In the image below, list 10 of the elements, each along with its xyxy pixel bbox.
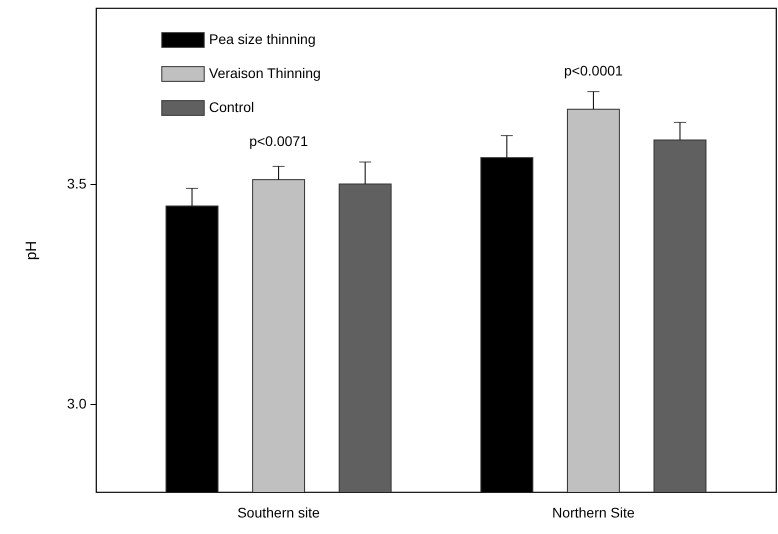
legend-label: Veraison Thinning — [209, 65, 321, 81]
legend-label: Control — [209, 99, 254, 115]
y-axis-title: pH — [23, 240, 40, 260]
x-tick-label: Northern Site — [552, 504, 635, 520]
x-tick-label: Southern site — [237, 504, 320, 520]
y-tick-label: 3.0 — [67, 396, 87, 412]
legend-label: Pea size thinning — [209, 31, 316, 47]
y-tick-label: 3.5 — [67, 176, 87, 192]
annotation: p<0.0071 — [249, 133, 308, 149]
annotation: p<0.0001 — [564, 62, 624, 79]
